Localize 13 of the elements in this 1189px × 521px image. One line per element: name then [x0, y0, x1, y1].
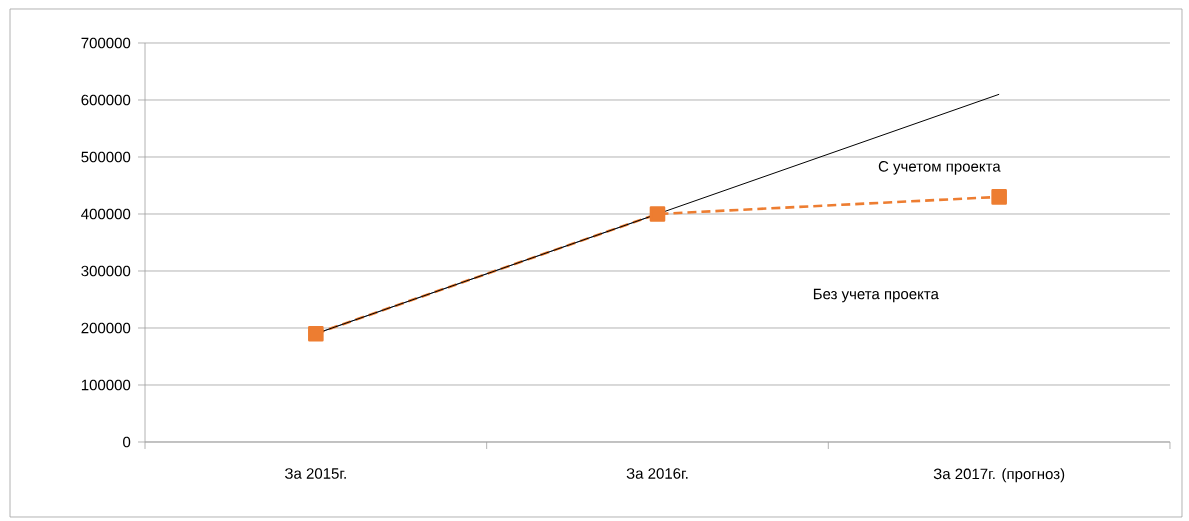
x-tick-label: За 2017г. (прогноз) [933, 468, 1065, 483]
x-tick-label: За 2016г. [626, 468, 688, 479]
x-tick-label: За 2015г. [284, 468, 346, 479]
y-tick-label: 400000 [81, 208, 131, 220]
y-tick-label: 100000 [81, 379, 131, 391]
y-tick-label: 200000 [81, 322, 131, 334]
y-tick-label: 500000 [81, 151, 131, 163]
y-tick-label: 0 [123, 436, 131, 448]
annotation: Без учета проекта [813, 288, 939, 303]
y-tick-label: 600000 [81, 94, 131, 106]
annotation: С учетом проекта [878, 161, 1001, 175]
y-tick-label: 700000 [81, 37, 131, 49]
y-tick-label: 300000 [81, 265, 131, 277]
